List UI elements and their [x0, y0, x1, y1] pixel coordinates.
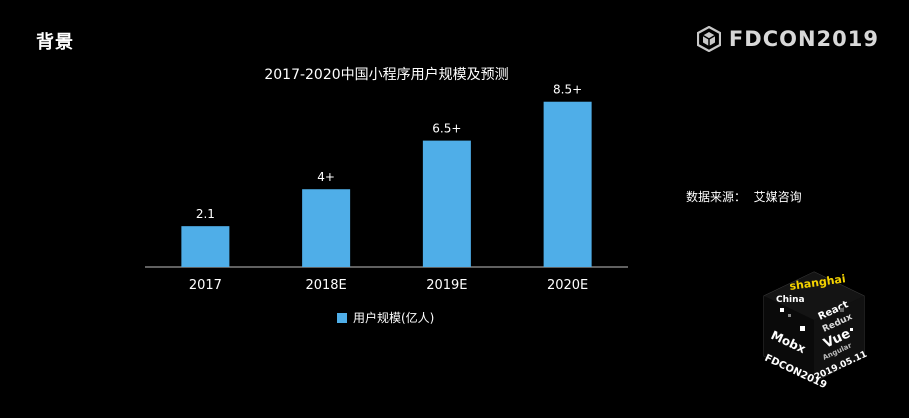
- brand-logo: FDCON2019: [696, 26, 879, 52]
- legend-swatch: [337, 313, 347, 323]
- x-tick-label-2018E: 2018E: [305, 278, 346, 293]
- cube-logo-icon: [696, 26, 721, 52]
- slide-title: 背景: [36, 32, 74, 53]
- legend-label: 用户规模(亿人): [353, 310, 434, 325]
- cube-word-china: China: [776, 295, 805, 305]
- brand-name: FDCON2019: [728, 27, 879, 51]
- bar-2020E: [543, 101, 592, 267]
- data-label-2018E: 4+: [317, 170, 335, 184]
- data-label-2017: 2.1: [196, 207, 215, 221]
- data-label-2020E: 8.5+: [553, 83, 582, 97]
- x-tick-label-2019E: 2019E: [426, 278, 467, 293]
- chart-title: 2017-2020中国小程序用户规模及预测: [264, 66, 508, 83]
- data-source: 数据来源： 艾媒咨询: [686, 190, 802, 204]
- bar-2017: [181, 226, 230, 267]
- fdcon-cube-graphic: shanghai China React Redux Vue Mobx Angu…: [763, 271, 868, 388]
- data-label-2019E: 6.5+: [432, 122, 461, 136]
- x-tick-label-2020E: 2020E: [547, 278, 588, 293]
- x-tick-label-2017: 2017: [189, 278, 222, 293]
- bar-2019E: [422, 140, 471, 267]
- bar-2018E: [302, 189, 351, 267]
